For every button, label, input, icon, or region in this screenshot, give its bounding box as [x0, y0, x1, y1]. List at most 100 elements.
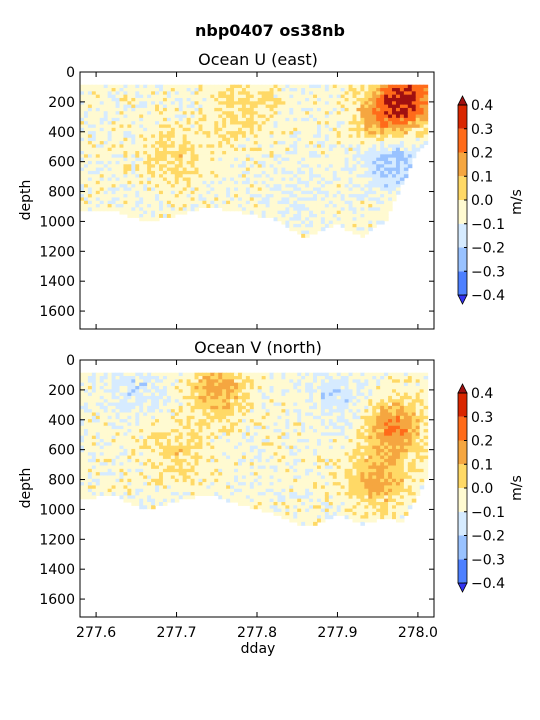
heatmap-cell — [340, 190, 346, 195]
heatmap-cell — [281, 213, 286, 218]
heatmap-cell — [103, 422, 109, 427]
heatmap-cell — [206, 151, 211, 155]
heatmap-cell — [190, 147, 196, 152]
heatmap-cell — [226, 121, 231, 126]
heatmap-cell — [210, 204, 215, 208]
heatmap-cell — [135, 492, 140, 496]
heatmap-cell — [143, 482, 148, 487]
heatmap-cell — [158, 164, 164, 169]
heatmap-cell — [194, 422, 200, 427]
heatmap-cell — [222, 442, 227, 447]
heatmap-cell — [80, 412, 85, 417]
heatmap-cell — [281, 194, 286, 199]
heatmap-cell — [182, 137, 188, 142]
heatmap-cell — [214, 445, 219, 450]
heatmap-cell — [87, 141, 93, 145]
heatmap-cell — [301, 207, 306, 212]
heatmap-cell — [376, 141, 381, 145]
heatmap-cell — [237, 94, 243, 99]
heatmap-cell — [352, 194, 358, 199]
heatmap-cell — [198, 170, 204, 175]
heatmap-cell — [360, 137, 365, 142]
heatmap-cell — [364, 88, 369, 92]
heatmap-cell — [222, 448, 227, 453]
heatmap-cell — [186, 372, 192, 377]
heatmap-cell — [139, 488, 144, 493]
heatmap-cell — [218, 442, 223, 447]
heatmap-cell — [131, 88, 136, 92]
heatmap-cell — [139, 187, 144, 192]
heatmap-cell — [155, 187, 160, 192]
heatmap-cell — [91, 475, 97, 480]
heatmap-cell — [392, 134, 397, 139]
heatmap-cell — [210, 190, 215, 195]
heatmap-cell — [143, 425, 148, 430]
heatmap-cell — [226, 111, 231, 116]
heatmap-cell — [131, 379, 136, 384]
heatmap-cell — [249, 210, 255, 215]
heatmap-cell — [372, 197, 377, 202]
heatmap-cell — [115, 151, 121, 155]
heatmap-cell — [273, 204, 279, 208]
heatmap-cell — [99, 117, 105, 122]
heatmap-cell — [368, 223, 373, 228]
heatmap-cell — [332, 134, 338, 139]
heatmap-cell — [127, 97, 132, 102]
heatmap-cell — [206, 448, 211, 453]
heatmap-cell — [352, 170, 358, 175]
heatmap-cell — [344, 204, 350, 208]
heatmap-cell — [194, 144, 200, 149]
heatmap-cell — [372, 160, 377, 165]
heatmap-cell — [127, 468, 132, 473]
heatmap-cell — [388, 160, 393, 165]
heatmap-cell — [364, 144, 369, 149]
heatmap-cell — [214, 392, 219, 397]
heatmap-cell — [218, 141, 223, 145]
heatmap-cell — [297, 167, 302, 172]
heatmap-cell — [245, 190, 251, 195]
heatmap-cell — [399, 84, 405, 89]
heatmap-cell — [135, 174, 140, 179]
heatmap-cell — [107, 204, 113, 208]
heatmap-cell — [111, 174, 117, 179]
heatmap-cell — [131, 392, 136, 397]
heatmap-cell — [348, 207, 354, 212]
heatmap-cell — [151, 455, 156, 460]
heatmap-cell — [352, 187, 358, 192]
heatmap-cell — [143, 435, 148, 440]
heatmap-cell — [158, 422, 164, 427]
heatmap-cell — [95, 429, 101, 433]
heatmap-cell — [388, 107, 393, 112]
heatmap-cell — [230, 144, 235, 149]
heatmap-cell — [395, 117, 401, 122]
heatmap-cell — [324, 160, 330, 165]
heatmap-cell — [139, 197, 144, 202]
heatmap-cell — [87, 88, 93, 92]
heatmap-cell — [376, 147, 381, 152]
heatmap-cell — [135, 160, 140, 165]
heatmap-cell — [309, 177, 314, 182]
heatmap-cell — [147, 485, 152, 490]
heatmap-cell — [131, 141, 136, 145]
heatmap-cell — [376, 170, 381, 175]
heatmap-cell — [166, 177, 172, 182]
heatmap-cell — [127, 382, 132, 387]
heatmap-cell — [151, 389, 156, 394]
heatmap-cell — [131, 197, 136, 202]
heatmap-cell — [403, 104, 409, 109]
heatmap-cell — [139, 422, 144, 427]
heatmap-cell — [91, 458, 97, 463]
heatmap-cell — [399, 104, 405, 109]
heatmap-cell — [115, 399, 121, 404]
heatmap-cell — [127, 190, 132, 195]
heatmap-cell — [269, 137, 275, 142]
heatmap-cell — [340, 84, 346, 89]
heatmap-cell — [360, 124, 365, 129]
heatmap-cell — [257, 88, 263, 92]
heatmap-cell — [297, 207, 302, 212]
heatmap-cell — [316, 127, 322, 132]
heatmap-cell — [170, 151, 176, 155]
heatmap-cell — [293, 137, 298, 142]
heatmap-cell — [265, 151, 271, 155]
heatmap-cell — [186, 121, 192, 126]
